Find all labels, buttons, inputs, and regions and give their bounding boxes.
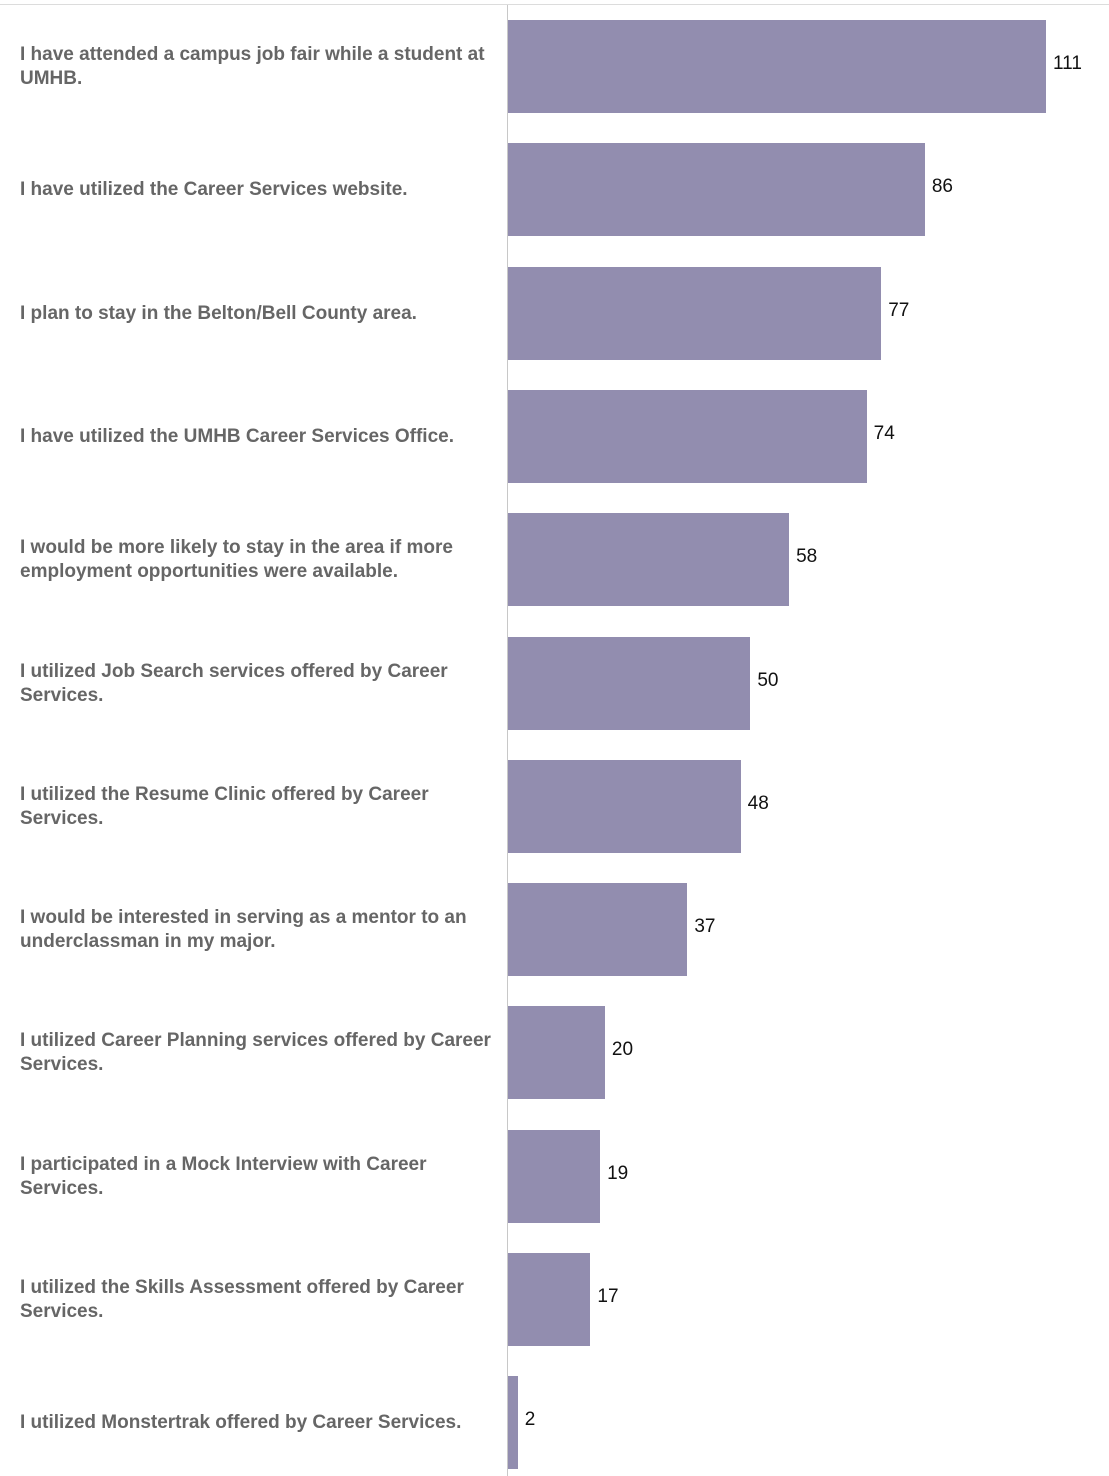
data-label: 74 <box>873 423 895 444</box>
category-label: I utilized Monstertrak offered by Career… <box>20 1411 462 1433</box>
data-label: 2 <box>524 1409 536 1430</box>
category-axis-line <box>507 5 508 1476</box>
category-label: I utilized the Skills Assessment offered… <box>20 1276 464 1322</box>
category-label: I would be interested in serving as a me… <box>20 906 467 952</box>
category-label: I would be more likely to stay in the ar… <box>20 536 453 582</box>
category-label: I plan to stay in the Belton/Bell County… <box>20 302 417 324</box>
bar <box>508 637 751 730</box>
category-label: I have attended a campus job fair while … <box>20 43 485 89</box>
data-label: 17 <box>597 1286 619 1307</box>
data-label: 86 <box>931 176 953 197</box>
bar <box>508 513 790 606</box>
bar <box>508 1253 591 1346</box>
bar <box>508 143 925 236</box>
data-label: 48 <box>747 793 769 814</box>
data-label: 58 <box>796 546 818 567</box>
bar <box>508 1376 518 1469</box>
top-border-line <box>0 4 1109 5</box>
bar <box>508 1130 601 1223</box>
category-label: I participated in a Mock Interview with … <box>20 1153 427 1199</box>
data-label: 19 <box>607 1163 629 1184</box>
data-label: 37 <box>694 916 716 937</box>
data-label: 77 <box>888 300 910 321</box>
category-label: I have utilized the UMHB Career Services… <box>20 425 454 447</box>
bar <box>508 20 1046 113</box>
category-label: I utilized Job Search services offered b… <box>20 660 448 706</box>
bar <box>508 883 688 976</box>
bar <box>508 390 867 483</box>
data-label: 50 <box>757 670 779 691</box>
category-label: I have utilized the Career Services webs… <box>20 178 408 200</box>
data-label: 111 <box>1053 53 1082 74</box>
bar <box>508 1006 605 1099</box>
category-label: I utilized the Resume Clinic offered by … <box>20 783 429 829</box>
data-label: 20 <box>611 1039 634 1060</box>
category-label: I utilized Career Planning services offe… <box>20 1029 491 1075</box>
bar <box>508 760 741 853</box>
bar <box>508 267 882 360</box>
